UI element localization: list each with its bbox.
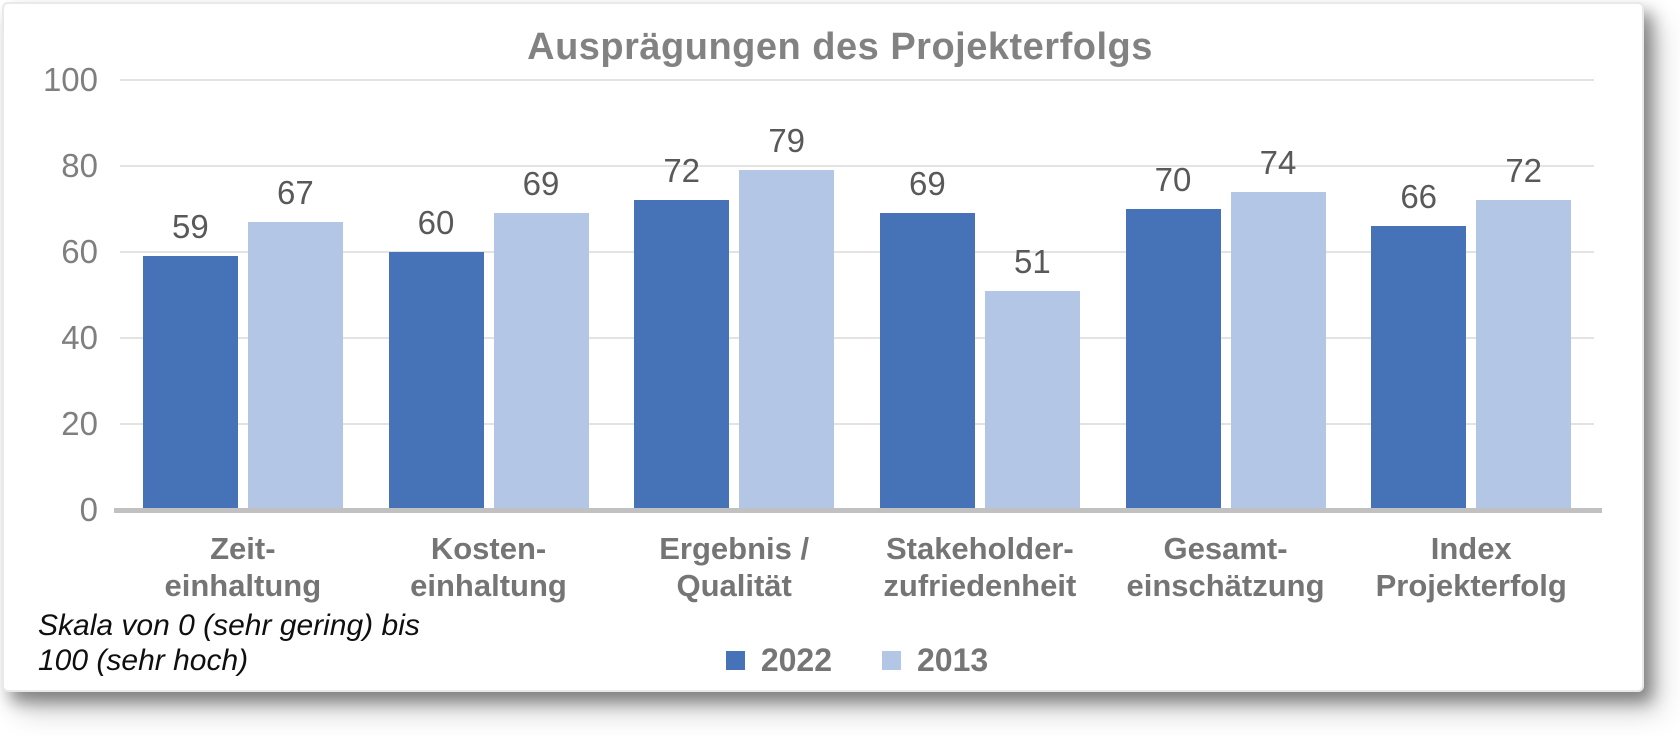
bar-2022: 66 <box>1371 178 1467 510</box>
y-axis-label: 40 <box>61 319 98 356</box>
bar-value-label: 72 <box>663 152 701 190</box>
bar-value-label: 66 <box>1400 178 1438 216</box>
bar-group: 59 67 <box>120 80 366 510</box>
bar-2022: 72 <box>634 152 730 510</box>
bar-2022: 69 <box>879 165 975 510</box>
gridline <box>120 251 1594 253</box>
y-axis: 0 20 40 60 80 100 <box>4 61 98 528</box>
bar-value-label: 70 <box>1154 161 1192 198</box>
legend-swatch <box>725 651 745 670</box>
category-label: Ergebnis / Qualität <box>659 531 810 603</box>
category-axis: Zeit- einhaltung Kosten- einhaltung Ergebn… <box>120 530 1594 604</box>
category-label: Zeit- einhaltung <box>164 531 322 603</box>
bar-group: 66 72 <box>1348 80 1594 510</box>
gridline <box>120 337 1594 339</box>
legend-item-2013: 2013 <box>882 642 988 679</box>
bar-2013: 51 <box>984 243 1080 510</box>
bar-2013: 69 <box>493 165 589 510</box>
bar-2013: 74 <box>1230 144 1326 510</box>
bar-group: 70 74 <box>1103 80 1349 510</box>
bar-group: 69 51 <box>857 80 1103 510</box>
bar-value-label: 69 <box>908 165 946 203</box>
y-axis-label: 20 <box>61 405 98 442</box>
legend-label: 2013 <box>917 642 989 678</box>
y-axis-label: 0 <box>79 491 98 528</box>
bar-2022: 59 <box>142 208 238 510</box>
category-label: Index Projekterfolg <box>1375 531 1567 603</box>
legend: 2022 2013 <box>120 642 1594 679</box>
x-axis-line <box>114 508 1602 513</box>
gridline <box>120 79 1594 81</box>
bar-2013: 72 <box>1476 152 1572 510</box>
y-axis-label: 80 <box>61 147 98 184</box>
bar-value-label: 59 <box>171 208 209 246</box>
legend-label: 2022 <box>760 642 832 678</box>
bar-value-label: 60 <box>417 204 455 241</box>
bar-value-label: 72 <box>1505 152 1543 190</box>
bar-value-label: 69 <box>522 165 560 203</box>
chart-card: Ausprägungen des Projekterfolgs 0 20 40 60 8… <box>2 2 1644 692</box>
scale-footnote: Skala von 0 (sehr gering) bis 100 (sehr … <box>38 609 420 677</box>
y-axis-label: 60 <box>61 233 98 270</box>
bar-groups: 59 67 60 69 72 79 69 51 70 74 66 72 <box>120 80 1594 510</box>
bar-2022: 70 <box>1125 161 1221 510</box>
bar-group: 60 69 <box>366 80 612 510</box>
bar-2013: 79 <box>739 122 835 510</box>
y-axis-label: 100 <box>42 61 98 98</box>
chart-title: Ausprägungen des Projekterfolgs <box>527 26 1153 68</box>
bar-value-label: 74 <box>1259 143 1297 181</box>
gridline <box>120 165 1594 167</box>
bar-group: 72 79 <box>611 80 857 510</box>
plot-area: 59 67 60 69 72 79 69 51 70 74 66 72 <box>114 79 1602 513</box>
category-label: Kosten- einhaltung <box>410 531 567 603</box>
gridline <box>120 423 1594 425</box>
legend-item-2022: 2022 <box>725 642 832 679</box>
legend-swatch <box>882 651 901 670</box>
bar-value-label: 51 <box>1013 242 1051 280</box>
bar-value-label: 67 <box>276 173 314 211</box>
bar-value-label: 79 <box>768 122 806 160</box>
category-label: Gesamt- einschätzung <box>1126 531 1325 603</box>
category-label: Stakeholder- zufriedenheit <box>883 531 1077 603</box>
bar-2022: 60 <box>388 204 484 510</box>
bar-2013: 67 <box>247 174 343 510</box>
